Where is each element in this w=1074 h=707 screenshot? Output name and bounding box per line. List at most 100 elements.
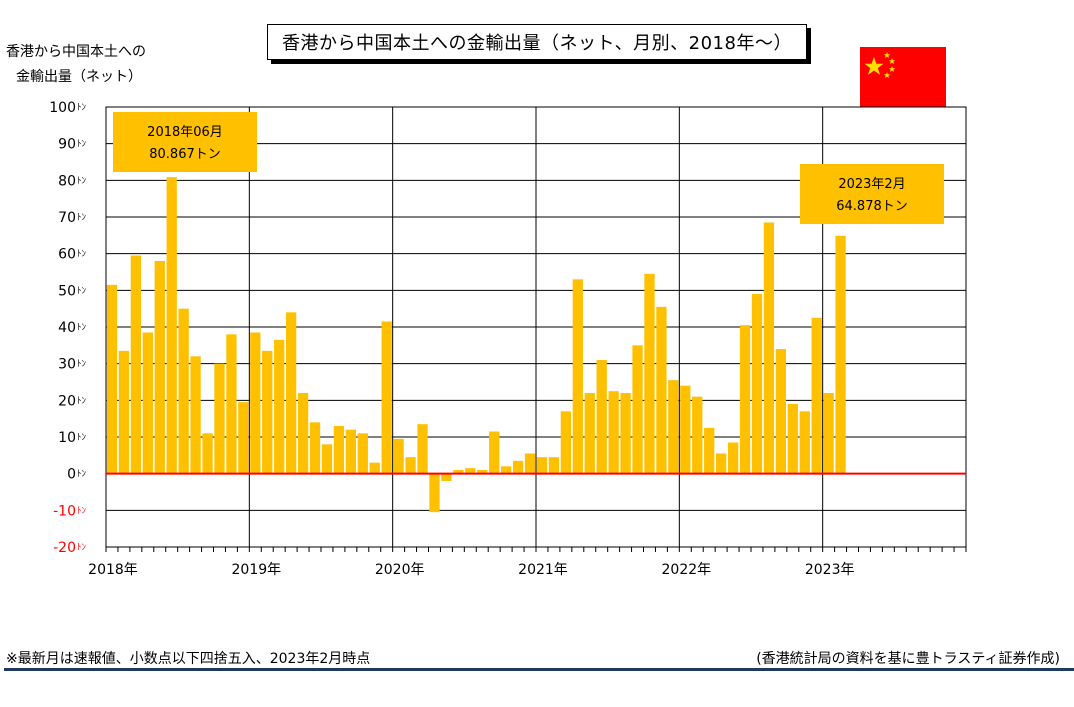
bar [357,433,368,474]
bar [489,431,500,474]
flag-small-star-1 [883,52,891,58]
annotation-date: 2023年2月 [838,177,905,192]
flag-small-star-4 [883,72,891,78]
bar [166,177,177,474]
bar [692,396,703,474]
y-tick-unit: ﾄﾝ [77,433,87,443]
bar [405,457,416,474]
y-tick-label: 90 [58,137,76,153]
y-tick-label: 40 [58,320,76,336]
footnote: ※最新月は速報値、小数点以下四捨五入、2023年2月時点 [6,651,371,667]
bar [309,422,321,474]
bar [417,424,428,474]
bar [226,334,237,474]
bar [835,235,846,474]
bar [345,429,356,474]
bar [536,457,548,474]
y-tick-label: 70 [58,210,76,226]
y-axis-label: 香港から中国本土への 金輸出量（ネット） [6,40,166,90]
bar [262,350,273,474]
y-tick-label: 50 [58,283,76,299]
y-tick-label: 20 [58,393,76,409]
bar [644,273,655,474]
chart-title: 香港から中国本土への金輸出量（ネット、月別、2018年～） [267,24,807,60]
y-tick-label: 100 [49,100,76,116]
bar [608,391,619,474]
annotation-box [800,164,944,224]
y-tick-label: -20 [53,540,76,556]
bar [333,426,345,474]
y-tick-unit: ﾄﾝ [77,176,87,186]
y-tick-label: 60 [58,247,76,263]
bar [154,261,165,474]
annotation-date: 2018年06月 [147,125,223,140]
bar [799,411,810,474]
bar [142,332,153,474]
bar [393,438,404,474]
y-tick-unit: ﾄﾝ [77,506,87,516]
y-tick-label: -10 [53,503,76,519]
y-tick-unit: ﾄﾝ [77,103,87,113]
bar [716,453,727,474]
y-tick-label: 10 [58,430,76,446]
china-flag-icon [860,47,946,109]
bar [321,444,333,474]
y-tick-unit: ﾄﾝ [77,250,87,260]
y-axis-label-line-2: 金輸出量（ネット） [16,69,142,85]
x-year-label: 2023年 [805,562,855,578]
y-tick-unit: ﾄﾝ [77,396,87,406]
bar [441,473,452,481]
y-tick-unit: ﾄﾝ [77,213,87,223]
y-tick-label: 80 [58,173,76,189]
bar [680,385,691,474]
bar [656,306,667,474]
y-tick-label: 30 [58,357,76,373]
flag-big-star [864,57,884,75]
annotation-box [113,112,257,172]
bar [739,325,751,474]
bar [512,460,524,474]
bar [118,350,130,474]
bar [369,462,380,474]
bar [704,427,715,474]
flag-small-star-3 [888,66,896,72]
bar [453,470,464,474]
bar [190,356,201,474]
bar [130,255,141,474]
bar [572,279,583,474]
bar [214,363,225,474]
bar [548,457,560,474]
bar [787,404,798,474]
y-tick-unit: ﾄﾝ [77,543,87,553]
bar [775,349,786,474]
bar [823,393,834,474]
y-tick-label: 0 [67,467,76,483]
bar [238,402,249,474]
bar [178,308,189,474]
bar [751,294,763,474]
bar [286,312,297,474]
bar [501,466,512,474]
bar [202,433,213,474]
x-year-label: 2021年 [518,562,568,578]
y-tick-unit: ﾄﾝ [77,360,87,370]
bar [668,380,679,474]
bar [477,470,488,474]
source-note: (香港統計局の資料を基に豊トラスティ証券作成) [756,651,1060,667]
bar [632,345,643,474]
x-year-label: 2022年 [662,562,712,578]
annotation-value: 80.867トン [149,147,221,162]
y-tick-unit: ﾄﾝ [77,470,87,480]
bar [106,284,118,474]
x-year-label: 2018年 [88,562,138,578]
bar [381,321,392,474]
bar [297,393,309,474]
bar [811,317,822,474]
y-axis-label-line-1: 香港から中国本土への [6,44,146,60]
bar [274,339,285,474]
bar [250,332,261,474]
bar [524,453,536,474]
bar [727,442,739,474]
x-year-label: 2019年 [232,562,282,578]
